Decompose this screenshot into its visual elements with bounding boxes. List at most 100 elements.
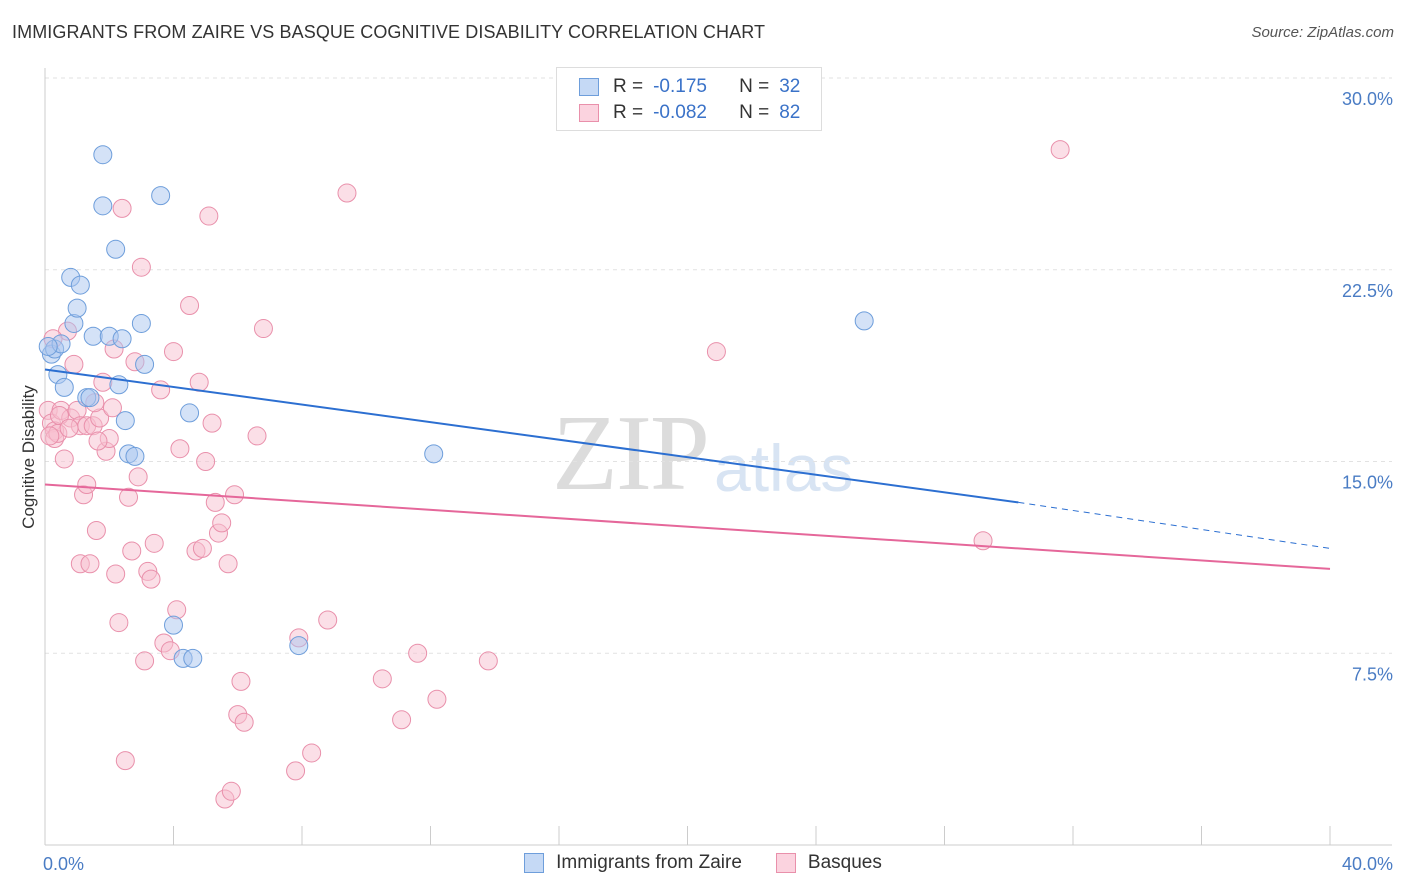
source-label: Source: ZipAtlas.com — [1251, 24, 1394, 41]
basques-point — [318, 610, 338, 630]
series-label-basques: Basques — [807, 852, 882, 873]
y-axis-title: Cognitive Disability — [19, 385, 38, 529]
basques-point — [253, 319, 273, 339]
watermark-zip: ZIP — [552, 394, 710, 513]
basques-point — [122, 541, 142, 561]
legend-r-label-basques: R = — [613, 102, 644, 123]
zaire-point — [164, 615, 183, 635]
legend-r-label-zaire: R = — [613, 76, 644, 97]
basques-point — [302, 743, 322, 763]
basques-point — [427, 689, 447, 709]
basques-point — [170, 439, 190, 459]
watermark-atlas: atlas — [714, 431, 854, 505]
legend-swatch-zaire — [579, 78, 599, 96]
basques-point — [128, 467, 148, 487]
basques-point — [135, 651, 155, 671]
legend-r-value-basques: -0.082 — [653, 102, 707, 123]
zaire-point — [106, 239, 126, 259]
basques-point — [225, 485, 245, 505]
basques-point — [180, 296, 200, 316]
zaire-trend-extension — [1018, 501, 1331, 549]
x-tick-label-max: 40.0% — [1342, 854, 1393, 874]
legend-n-label-zaire: N = — [739, 76, 770, 97]
basques-point — [64, 354, 84, 374]
data-points — [38, 140, 1070, 809]
correlation-legend: R = -0.175 N = 32 R = -0.082 N = 82 — [556, 67, 822, 131]
legend-n-label-basques: N = — [739, 102, 770, 123]
legend-row-basques: R = -0.082 N = 82 — [579, 101, 800, 125]
basques-point — [221, 781, 241, 801]
basques-point — [202, 413, 222, 433]
basques-point — [119, 487, 139, 507]
zaire-point — [83, 326, 103, 346]
basques-point — [164, 342, 183, 362]
legend-n-value-zaire: 32 — [779, 76, 801, 97]
y-tick-label: 30.0% — [1342, 89, 1393, 109]
zaire-point — [289, 636, 309, 656]
basques-point — [77, 475, 97, 495]
basques-point — [337, 183, 357, 203]
basques-point — [112, 198, 132, 218]
basques-point — [102, 398, 122, 418]
basques-point — [88, 431, 108, 451]
axes — [44, 68, 1392, 846]
series-swatch-basques — [775, 853, 796, 873]
basques-point — [1050, 140, 1070, 160]
series-legend-basques[interactable]: Basques — [775, 852, 882, 874]
zaire-point — [125, 446, 145, 466]
trend-lines — [44, 368, 1331, 570]
legend-n-value-basques: 82 — [779, 102, 801, 123]
basques-point — [212, 513, 232, 533]
zaire-point — [183, 648, 203, 668]
basques-point — [131, 257, 151, 277]
basques-point — [234, 712, 254, 732]
basques-point — [192, 538, 212, 558]
zaire-point — [54, 377, 74, 397]
zaire-trend-line — [44, 368, 1019, 504]
zaire-point — [64, 313, 84, 333]
zaire-point — [180, 403, 200, 423]
legend-swatch-basques — [579, 104, 599, 122]
basques-point — [205, 492, 225, 512]
basques-point — [54, 449, 74, 469]
zaire-point — [80, 388, 100, 408]
zaire-point — [38, 336, 58, 356]
grid-lines — [45, 77, 1392, 654]
chart-title: IMMIGRANTS FROM ZAIRE VS BASQUE COGNITIV… — [12, 22, 766, 42]
basques-point — [286, 761, 306, 781]
zaire-point — [151, 186, 171, 206]
basques-point — [144, 533, 164, 553]
legend-row-zaire: R = -0.175 N = 32 — [579, 75, 800, 99]
zaire-point — [424, 444, 444, 464]
basques-point — [80, 554, 100, 574]
basques-point — [189, 372, 209, 392]
zaire-point — [93, 196, 113, 216]
zaire-point — [131, 313, 151, 333]
tick-labels: 7.5% 15.0% 22.5% 30.0% 0.0% 40.0% Cognitive Di… — [19, 89, 1393, 874]
zaire-point — [112, 329, 132, 349]
series-swatch-zaire — [524, 853, 545, 873]
basques-point — [199, 206, 219, 226]
zaire-point — [67, 298, 87, 318]
basques-point — [59, 418, 79, 438]
basques-point — [167, 600, 187, 620]
y-tick-label: 7.5% — [1352, 664, 1393, 684]
basques-point — [196, 452, 216, 471]
y-tick-label: 22.5% — [1342, 281, 1393, 301]
x-tick-label-min: 0.0% — [43, 854, 84, 874]
basques-trend-line — [44, 483, 1331, 570]
y-tick-label: 15.0% — [1342, 473, 1393, 493]
basques-point — [106, 564, 126, 584]
series-legend-zaire[interactable]: Immigrants from Zaire — [524, 852, 742, 874]
series-label-zaire: Immigrants from Zaire — [556, 852, 742, 873]
zaire-point — [854, 311, 874, 331]
zaire-point — [70, 275, 90, 295]
basques-point — [109, 613, 129, 633]
series-legend: Immigrants from Zaire Basques — [0, 852, 1406, 874]
basques-point — [218, 554, 238, 574]
zaire-point — [115, 411, 135, 431]
basques-point — [392, 710, 412, 730]
basques-point — [231, 671, 251, 691]
zaire-point — [93, 145, 113, 165]
